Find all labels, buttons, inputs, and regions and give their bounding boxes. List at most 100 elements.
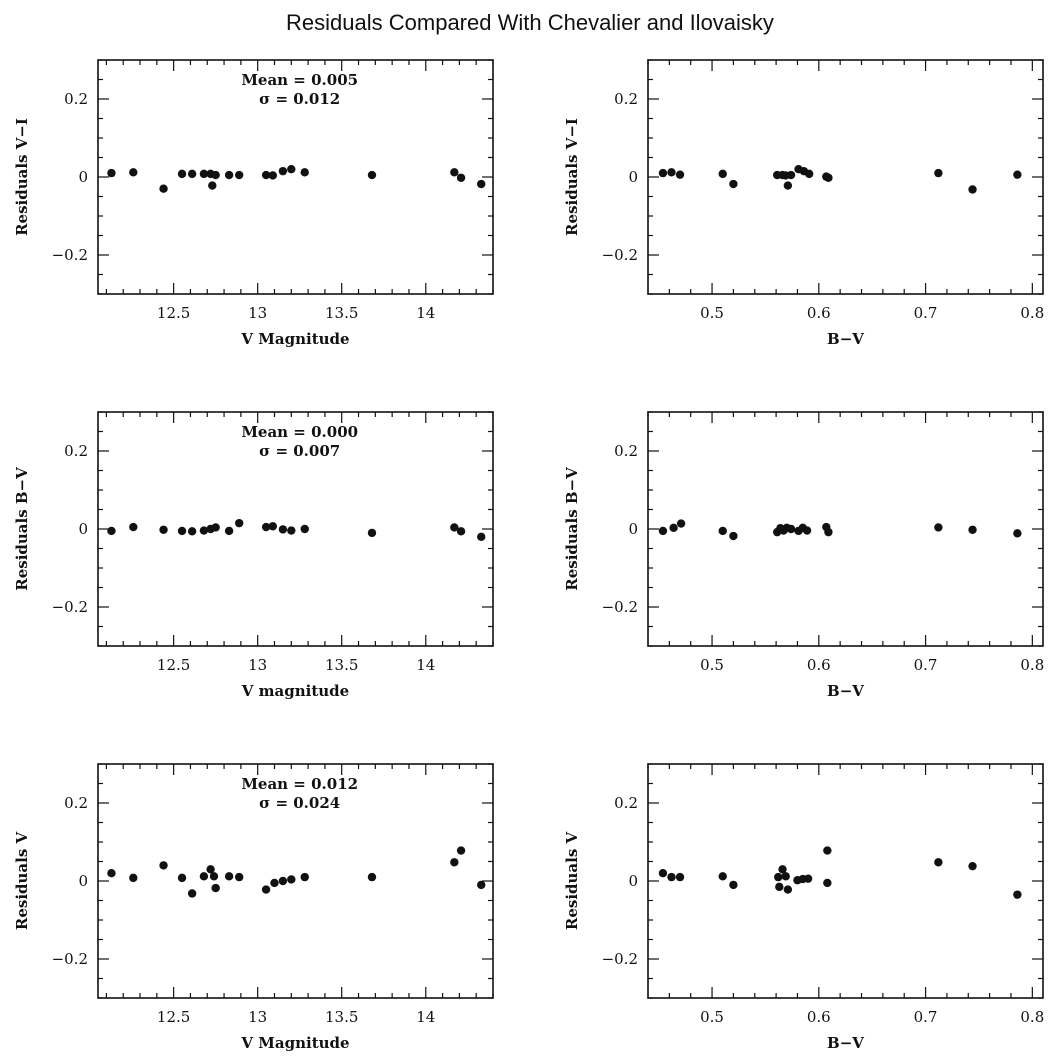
- data-point: [477, 880, 486, 890]
- data-point: [934, 523, 943, 532]
- data-point: [261, 522, 271, 532]
- x-tick-label: 12.5: [157, 1008, 190, 1026]
- mean-annotation: Mean = 0.000: [241, 423, 358, 441]
- x-tick-label: 14: [416, 1008, 435, 1026]
- y-tick-label: 0.2: [614, 442, 638, 460]
- data-point: [268, 171, 278, 180]
- data-point: [729, 179, 738, 189]
- data-point: [775, 882, 784, 892]
- data-point: [287, 875, 296, 884]
- x-tick-label: 0.5: [700, 656, 724, 674]
- data-point: [676, 519, 686, 528]
- data-point: [268, 522, 278, 531]
- y-tick-label: 0: [628, 872, 638, 890]
- data-point: [729, 531, 738, 541]
- data-point: [675, 170, 685, 179]
- data-point: [211, 883, 220, 893]
- data-point: [934, 858, 943, 867]
- data-point: [234, 170, 244, 180]
- data-point: [224, 170, 234, 180]
- data-point: [718, 169, 727, 179]
- data-point: [367, 872, 377, 882]
- y-axis-label: Residuals V: [563, 832, 581, 931]
- data-point: [234, 872, 244, 882]
- data-point: [669, 523, 678, 533]
- data-point: [211, 170, 220, 180]
- data-point: [287, 165, 296, 174]
- chart-panel-6: 0.5 0.6 0.7 0.8 −0.2 0 0.2 B−V Residuals V: [563, 763, 1044, 1052]
- data-point: [187, 169, 197, 179]
- data-point: [206, 865, 215, 874]
- data-point: [129, 873, 138, 883]
- data-point: [224, 526, 234, 536]
- sigma-annotation: σ = 0.007: [259, 442, 340, 460]
- x-tick-label: 13: [248, 304, 267, 322]
- figure-title: Residuals Compared With Chevalier and Il…: [286, 10, 774, 35]
- data-point: [456, 173, 466, 182]
- data-point: [456, 527, 466, 536]
- sigma-annotation: σ = 0.024: [259, 794, 340, 812]
- x-tick-label: 12.5: [157, 656, 190, 674]
- data-point: [177, 526, 187, 536]
- x-tick-label: 0.5: [700, 304, 724, 322]
- y-tick-label: −0.2: [52, 598, 88, 616]
- data-point: [367, 170, 377, 180]
- data-point: [477, 532, 486, 541]
- data-point: [270, 878, 279, 888]
- x-tick-label: 14: [416, 304, 435, 322]
- data-point: [177, 169, 187, 179]
- y-tick-label: 0: [628, 168, 638, 186]
- data-point: [477, 179, 486, 189]
- data-point: [968, 525, 977, 534]
- data-point: [209, 872, 219, 881]
- x-axis-label: V Magnitude: [240, 1034, 349, 1052]
- data-point: [968, 861, 977, 871]
- data-point: [199, 526, 209, 535]
- data-point: [159, 861, 168, 870]
- data-point: [129, 168, 138, 177]
- y-axis-label: Residuals B−V: [563, 467, 581, 591]
- y-axis-label: Residuals V−I: [13, 118, 31, 236]
- y-tick-label: 0.2: [64, 442, 88, 460]
- data-point: [781, 872, 790, 881]
- x-tick-label: 0.5: [700, 1008, 724, 1026]
- y-tick-label: 0.2: [64, 794, 88, 812]
- x-axis-label: B−V: [827, 682, 864, 700]
- x-tick-label: 0.6: [807, 1008, 831, 1026]
- x-tick-label: 14: [416, 656, 435, 674]
- data-point: [159, 525, 168, 534]
- y-axis-label: Residuals B−V: [13, 467, 31, 591]
- x-tick-label: 13.5: [325, 656, 358, 674]
- data-point: [234, 518, 244, 528]
- y-tick-label: 0.2: [614, 90, 638, 108]
- y-axis-label: Residuals V: [13, 832, 31, 931]
- data-point: [675, 872, 685, 882]
- data-point: [786, 524, 796, 534]
- data-point: [187, 889, 197, 898]
- mean-annotation: Mean = 0.005: [241, 71, 358, 89]
- x-tick-label: 0.7: [914, 656, 938, 674]
- x-tick-label: 0.8: [1020, 656, 1044, 674]
- data-point: [187, 527, 197, 536]
- plot-frame: [647, 763, 1044, 999]
- mean-annotation: Mean = 0.012: [241, 775, 358, 793]
- data-point: [658, 168, 668, 178]
- data-point: [774, 872, 783, 882]
- data-point: [107, 168, 116, 178]
- data-point: [224, 872, 234, 881]
- data-point: [824, 173, 833, 182]
- x-axis-label: V Magnitude: [240, 330, 349, 348]
- chart-panel-2: 0.5 0.6 0.7 0.8 −0.2 0 0.2 B−V Residuals V−I: [563, 59, 1044, 348]
- data-point: [778, 865, 787, 874]
- data-point: [278, 525, 288, 534]
- x-axis-label: B−V: [827, 330, 864, 348]
- x-axis-label: V magnitude: [241, 682, 349, 700]
- y-tick-label: 0: [628, 520, 638, 538]
- plot-frame: [647, 411, 1044, 647]
- data-point: [278, 166, 288, 176]
- x-axis-label: B−V: [827, 1034, 864, 1052]
- data-point: [456, 846, 466, 855]
- y-tick-label: −0.2: [52, 246, 88, 264]
- data-point: [278, 876, 288, 886]
- data-point: [823, 846, 832, 855]
